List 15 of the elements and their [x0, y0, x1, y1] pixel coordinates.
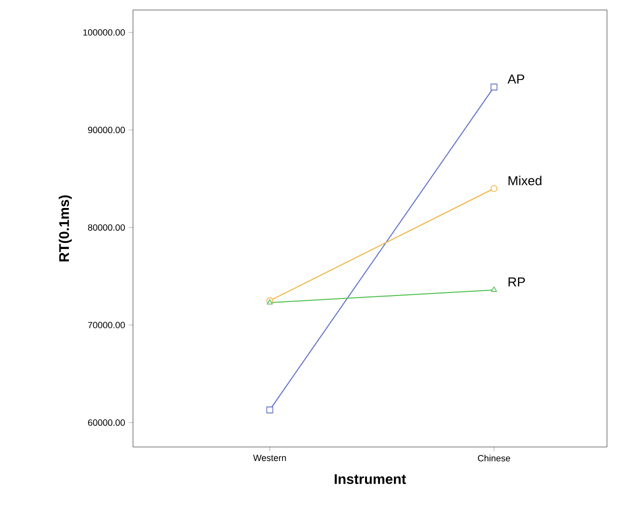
point — [490, 185, 498, 192]
x-tick-label: Western — [253, 454, 286, 462]
point — [490, 84, 498, 90]
y-tick-label: 90000.00 — [88, 126, 125, 134]
x-axis-title: Instrument — [334, 474, 406, 484]
y-tick-label: 60000.00 — [88, 419, 125, 426]
y-axis-title: RT(0.1ms) — [58, 195, 72, 262]
y-tick-label: 70000.00 — [88, 322, 125, 328]
x-tick-label: Chinese — [478, 454, 510, 462]
series-label: RP — [508, 277, 525, 286]
series-label: AP — [508, 74, 524, 84]
y-tick-label: 80000.00 — [88, 224, 125, 231]
point — [266, 406, 274, 414]
y-tick-label: 100000.00 — [83, 29, 125, 36]
series-label: Mixed — [508, 176, 542, 186]
